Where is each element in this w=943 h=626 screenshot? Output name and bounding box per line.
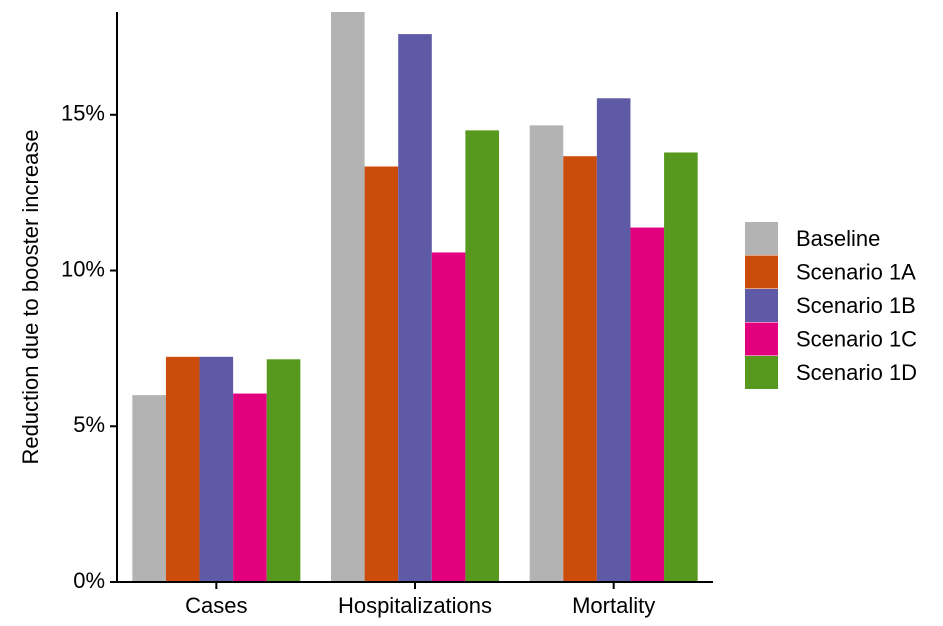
bar <box>364 166 399 582</box>
bar <box>563 156 597 582</box>
y-tick-label: 5% <box>73 412 105 437</box>
legend-swatch <box>745 255 778 289</box>
legend-swatch <box>745 356 778 389</box>
bar <box>630 227 665 582</box>
bar <box>465 130 499 582</box>
x-tick-label: Hospitalizations <box>338 593 492 618</box>
bar <box>233 393 267 582</box>
y-tick-label: 10% <box>61 256 105 281</box>
x-tick-label: Cases <box>185 593 247 618</box>
legend-swatch <box>745 289 778 322</box>
bar <box>165 356 200 582</box>
bar <box>331 12 365 582</box>
bar <box>596 98 631 582</box>
y-tick-label: 15% <box>61 101 105 126</box>
y-tick-label: 0% <box>73 568 105 593</box>
legend-label: Baseline <box>796 226 880 251</box>
legend-label: Scenario 1D <box>796 360 917 385</box>
legend-swatch <box>745 322 778 356</box>
bar <box>266 359 301 582</box>
bar <box>664 152 698 582</box>
bar <box>529 125 564 583</box>
bar <box>199 356 234 582</box>
bar <box>398 34 432 583</box>
legend-swatch <box>745 222 778 255</box>
legend-label: Scenario 1B <box>796 293 916 318</box>
bar <box>132 395 166 582</box>
legend-label: Scenario 1A <box>796 259 916 284</box>
x-tick-label: Mortality <box>572 593 655 618</box>
bar <box>431 252 466 582</box>
y-axis-title: Reduction due to booster increase <box>18 129 43 464</box>
legend-label: Scenario 1C <box>796 326 917 351</box>
